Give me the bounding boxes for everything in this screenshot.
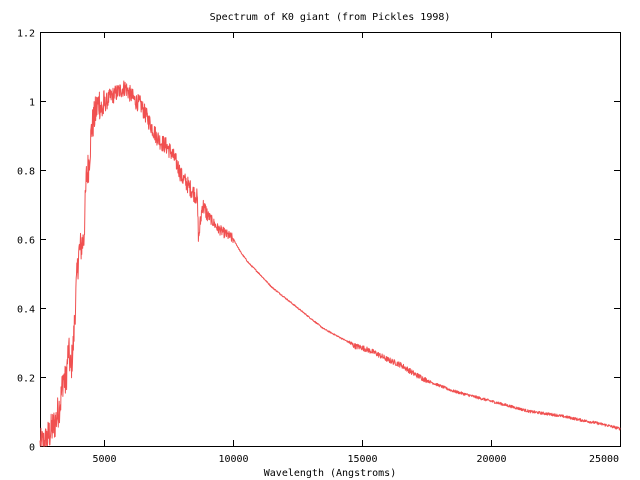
y-tick-label: 1.2 bbox=[17, 29, 35, 40]
y-tick-label: 0.2 bbox=[17, 374, 35, 385]
y-tick-label: 1 bbox=[29, 98, 35, 109]
spectrum-series-line bbox=[39, 80, 621, 447]
y-tick-label: 0.8 bbox=[17, 167, 35, 178]
y-axis-ticks: 0 0.2 0.4 0.6 0.8 1 1.2 bbox=[17, 29, 620, 454]
y-tick-label: 0.4 bbox=[17, 305, 35, 316]
chart-title: Spectrum of K0 giant (from Pickles 1998) bbox=[210, 12, 451, 23]
x-tick-label: 10000 bbox=[218, 454, 248, 465]
y-tick-label: 0 bbox=[29, 443, 35, 454]
x-axis-label: Wavelength (Angstroms) bbox=[264, 468, 396, 479]
x-tick-label: 15000 bbox=[347, 454, 377, 465]
x-tick-label: 20000 bbox=[476, 454, 506, 465]
x-axis-ticks: 5000 10000 15000 20000 25000 bbox=[92, 32, 621, 465]
x-tick-label: 5000 bbox=[92, 454, 116, 465]
y-tick-label: 0.6 bbox=[17, 236, 35, 247]
x-tick-label: 25000 bbox=[589, 454, 619, 465]
